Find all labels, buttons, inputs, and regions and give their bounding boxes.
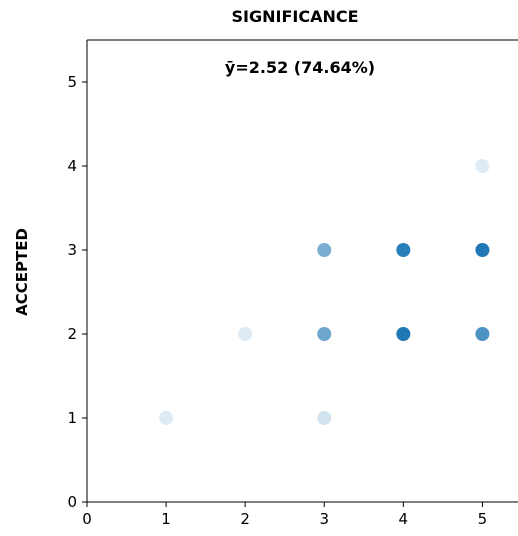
y-axis-label: ACCEPTED bbox=[13, 228, 31, 316]
data-point-4 bbox=[317, 243, 332, 257]
data-point-8 bbox=[475, 243, 490, 257]
y-tick-label-5: 5 bbox=[67, 73, 77, 91]
x-tick-label-4: 4 bbox=[399, 510, 409, 528]
y-tick-label-4: 4 bbox=[67, 157, 77, 175]
data-point-0 bbox=[159, 411, 174, 425]
x-axis-ticks: 0 1 2 3 4 5 bbox=[82, 502, 487, 528]
y-tick-label-1: 1 bbox=[67, 409, 77, 427]
data-point-7 bbox=[475, 327, 490, 341]
data-points bbox=[159, 159, 490, 425]
x-tick-label-5: 5 bbox=[478, 510, 488, 528]
x-tick-label-3: 3 bbox=[319, 510, 329, 528]
mean-annotation: ȳ=2.52 (74.64%) bbox=[225, 58, 375, 77]
y-tick-label-3: 3 bbox=[67, 241, 77, 259]
data-point-3 bbox=[317, 327, 332, 341]
data-point-1 bbox=[238, 327, 253, 341]
y-tick-label-0: 0 bbox=[67, 493, 77, 511]
y-axis-ticks: 0 1 2 3 4 5 bbox=[67, 73, 87, 511]
data-point-5 bbox=[396, 327, 411, 341]
y-tick-label-2: 2 bbox=[67, 325, 77, 343]
chart-title: SIGNIFICANCE bbox=[231, 7, 358, 26]
x-tick-label-0: 0 bbox=[82, 510, 92, 528]
data-point-2 bbox=[317, 411, 332, 425]
x-tick-label-2: 2 bbox=[240, 510, 250, 528]
x-tick-label-1: 1 bbox=[161, 510, 171, 528]
data-point-9 bbox=[475, 159, 490, 173]
data-point-6 bbox=[396, 243, 411, 257]
